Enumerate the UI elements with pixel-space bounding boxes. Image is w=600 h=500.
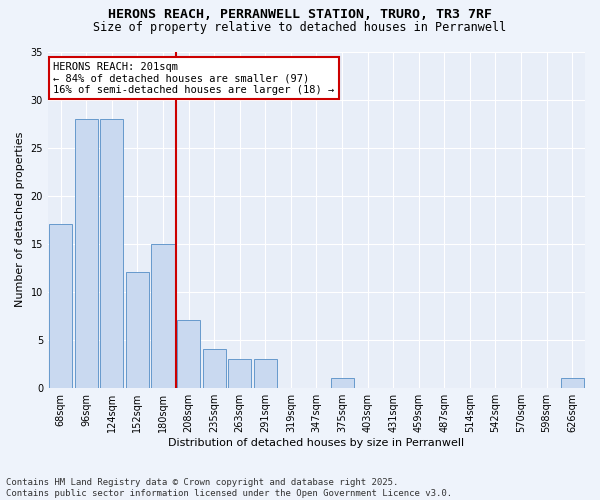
Text: HERONS REACH, PERRANWELL STATION, TRURO, TR3 7RF: HERONS REACH, PERRANWELL STATION, TRURO,… xyxy=(108,8,492,20)
Bar xyxy=(228,359,251,388)
Bar xyxy=(49,224,72,388)
Bar xyxy=(151,244,175,388)
Bar xyxy=(75,118,98,388)
Bar xyxy=(254,359,277,388)
Bar xyxy=(331,378,353,388)
X-axis label: Distribution of detached houses by size in Perranwell: Distribution of detached houses by size … xyxy=(169,438,464,448)
Bar xyxy=(561,378,584,388)
Text: Contains HM Land Registry data © Crown copyright and database right 2025.
Contai: Contains HM Land Registry data © Crown c… xyxy=(6,478,452,498)
Y-axis label: Number of detached properties: Number of detached properties xyxy=(15,132,25,308)
Bar xyxy=(203,350,226,388)
Bar xyxy=(126,272,149,388)
Text: HERONS REACH: 201sqm
← 84% of detached houses are smaller (97)
16% of semi-detac: HERONS REACH: 201sqm ← 84% of detached h… xyxy=(53,62,335,95)
Text: Size of property relative to detached houses in Perranwell: Size of property relative to detached ho… xyxy=(94,21,506,34)
Bar xyxy=(100,118,124,388)
Bar xyxy=(177,320,200,388)
